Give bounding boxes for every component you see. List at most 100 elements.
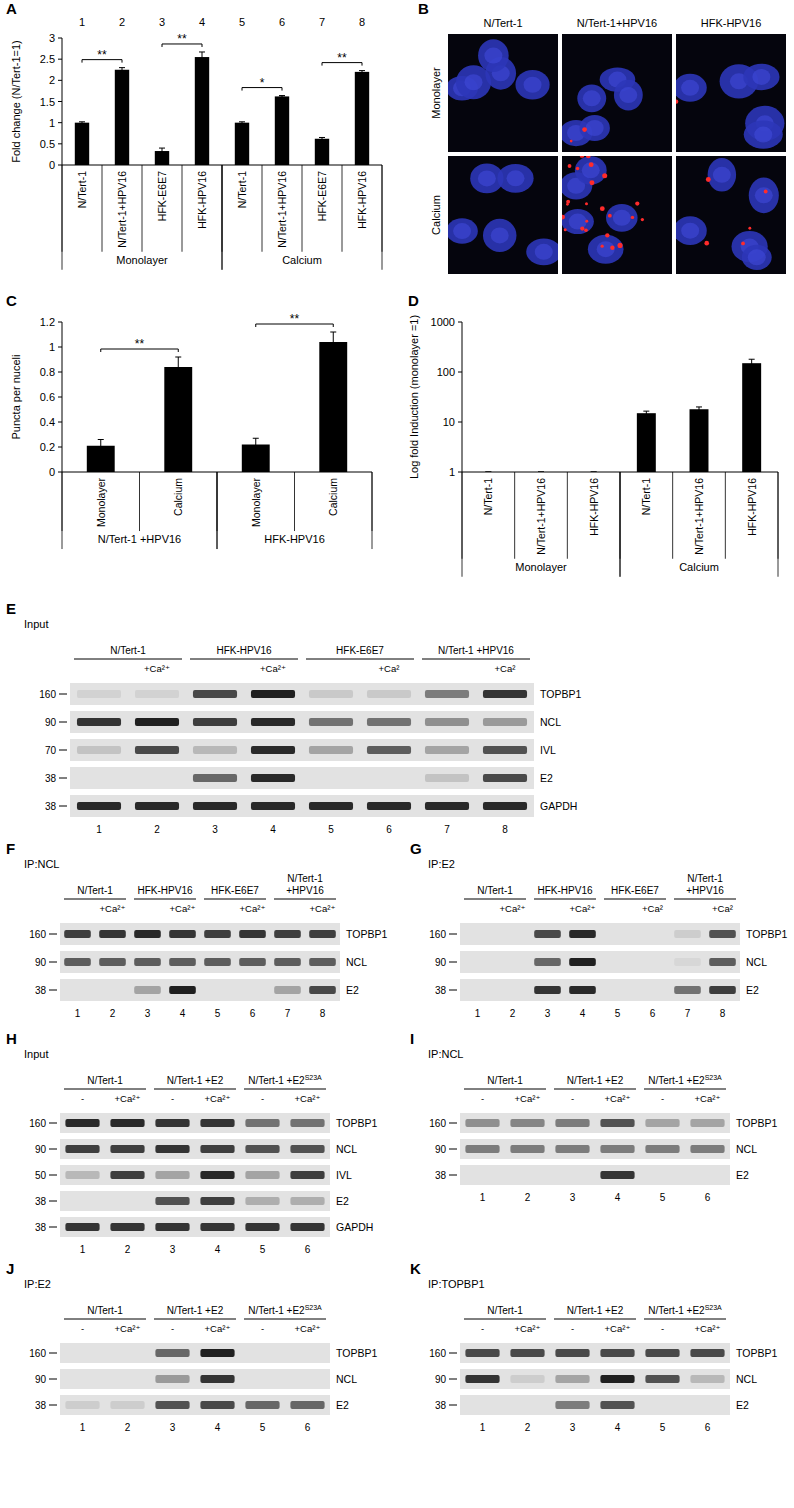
panel-letter: C xyxy=(6,292,17,309)
band xyxy=(99,986,126,994)
lane-number: 2 xyxy=(125,1422,131,1433)
band xyxy=(600,1145,634,1153)
error-bar xyxy=(199,52,205,62)
lane-number: 1 xyxy=(475,1008,481,1019)
protein-label: GAPDH xyxy=(336,1221,373,1233)
band xyxy=(510,1145,544,1153)
band xyxy=(465,1145,499,1153)
blot-strip xyxy=(70,711,534,733)
figure: A00.511.522.53Fold change (N/Tert-1=1)12… xyxy=(0,0,794,1508)
category-label: HFK-HPV16 xyxy=(356,171,368,229)
group-header: N/Tert-1 xyxy=(487,1075,523,1086)
lane-label: +Ca²⁺ xyxy=(515,1093,541,1104)
protein-label: NCL xyxy=(736,1373,757,1385)
band xyxy=(200,1197,234,1205)
micrograph xyxy=(562,34,672,152)
band xyxy=(690,1349,724,1357)
band xyxy=(645,1119,679,1127)
nucleus-core xyxy=(619,87,637,103)
lane-number: 3 xyxy=(545,1008,551,1019)
mw-label: 90 xyxy=(35,1144,47,1155)
lane-label: - xyxy=(481,1093,484,1104)
y-tick-label: 2.5 xyxy=(40,53,55,65)
band xyxy=(155,1171,189,1179)
group-divider xyxy=(778,472,779,577)
band xyxy=(483,690,527,698)
band xyxy=(510,1401,544,1409)
lane-number: 6 xyxy=(705,1192,711,1203)
punctum xyxy=(582,127,587,132)
header-line: +HPV16 xyxy=(686,885,724,896)
punctum xyxy=(576,167,579,170)
header-line: HFK-HPV16 xyxy=(216,645,271,656)
y-tick xyxy=(458,422,462,423)
punctum xyxy=(585,220,588,223)
micrograph-background xyxy=(676,156,786,274)
mw-label: 90 xyxy=(45,717,57,728)
band xyxy=(65,1145,99,1153)
band xyxy=(555,1171,589,1179)
lane-number: 4 xyxy=(180,1008,186,1019)
header-sup: S23A xyxy=(705,1074,722,1081)
punctum xyxy=(601,245,604,248)
band xyxy=(274,958,301,966)
band xyxy=(690,1375,724,1383)
nucleus xyxy=(478,39,509,72)
mw-label: 38 xyxy=(435,985,447,996)
band xyxy=(690,1119,724,1127)
band xyxy=(64,986,91,994)
band xyxy=(464,986,491,994)
protein-label: NCL xyxy=(746,956,767,968)
band xyxy=(367,774,411,782)
bar xyxy=(742,363,761,472)
lane-number: 7 xyxy=(319,16,325,28)
band xyxy=(65,1171,99,1179)
lane-label: - xyxy=(481,1323,484,1334)
lane-label: - xyxy=(171,1323,174,1334)
mw-tick xyxy=(49,1175,57,1176)
mw-label: 38 xyxy=(45,773,57,784)
band xyxy=(200,1401,234,1409)
band xyxy=(690,1145,724,1153)
protein-label: TOPBP1 xyxy=(746,928,787,940)
blot-strip xyxy=(70,739,534,761)
lane-number: 4 xyxy=(615,1422,621,1433)
mw-label: 50 xyxy=(35,1170,47,1181)
band xyxy=(64,930,91,938)
lane-number: 4 xyxy=(270,824,276,835)
mw-label: 90 xyxy=(435,957,447,968)
y-tick xyxy=(58,80,62,81)
group-header: N/Tert-1 +E2 xyxy=(567,1075,624,1086)
blot-title: IP:E2 xyxy=(24,1278,51,1290)
header-line: +HPV16 xyxy=(286,885,324,896)
error-bar xyxy=(359,71,365,74)
group-header: N/Tert-1 +E2S23A xyxy=(248,1074,322,1086)
group-header: N/Tert-1 xyxy=(477,885,513,896)
protein-label: NCL xyxy=(736,1143,757,1155)
lane-label: - xyxy=(261,1093,264,1104)
lane-label: - xyxy=(81,1323,84,1334)
punctum xyxy=(580,226,584,230)
blot-strip xyxy=(60,923,340,945)
group-header: N/Tert-1+HPV16 xyxy=(286,873,324,896)
axis-divider xyxy=(725,472,726,559)
band xyxy=(510,1375,544,1383)
group-divider xyxy=(620,472,621,577)
significance-label: ** xyxy=(177,32,187,46)
blot-strip xyxy=(460,923,740,945)
y-axis-title: Log fold Induction (monolayer =1) xyxy=(408,315,420,479)
punctum xyxy=(704,241,709,246)
band xyxy=(499,958,526,966)
band xyxy=(309,958,336,966)
group-header: N/Tert-1 +E2S23A xyxy=(648,1304,722,1316)
band xyxy=(239,930,266,938)
group-header: N/Tert-1 +HPV16 xyxy=(438,645,514,656)
band xyxy=(309,930,336,938)
blot-E: EInputN/Tert-1HFK-HPV16HFK-E6E7N/Tert-1 … xyxy=(6,600,581,835)
blot-strip xyxy=(460,1113,730,1133)
band xyxy=(245,1171,279,1179)
group-underline xyxy=(422,659,530,660)
nucleus xyxy=(577,84,606,112)
lane-label: +Ca²⁺ xyxy=(605,1323,631,1334)
lane-label: +Ca²⁺ xyxy=(695,1093,721,1104)
